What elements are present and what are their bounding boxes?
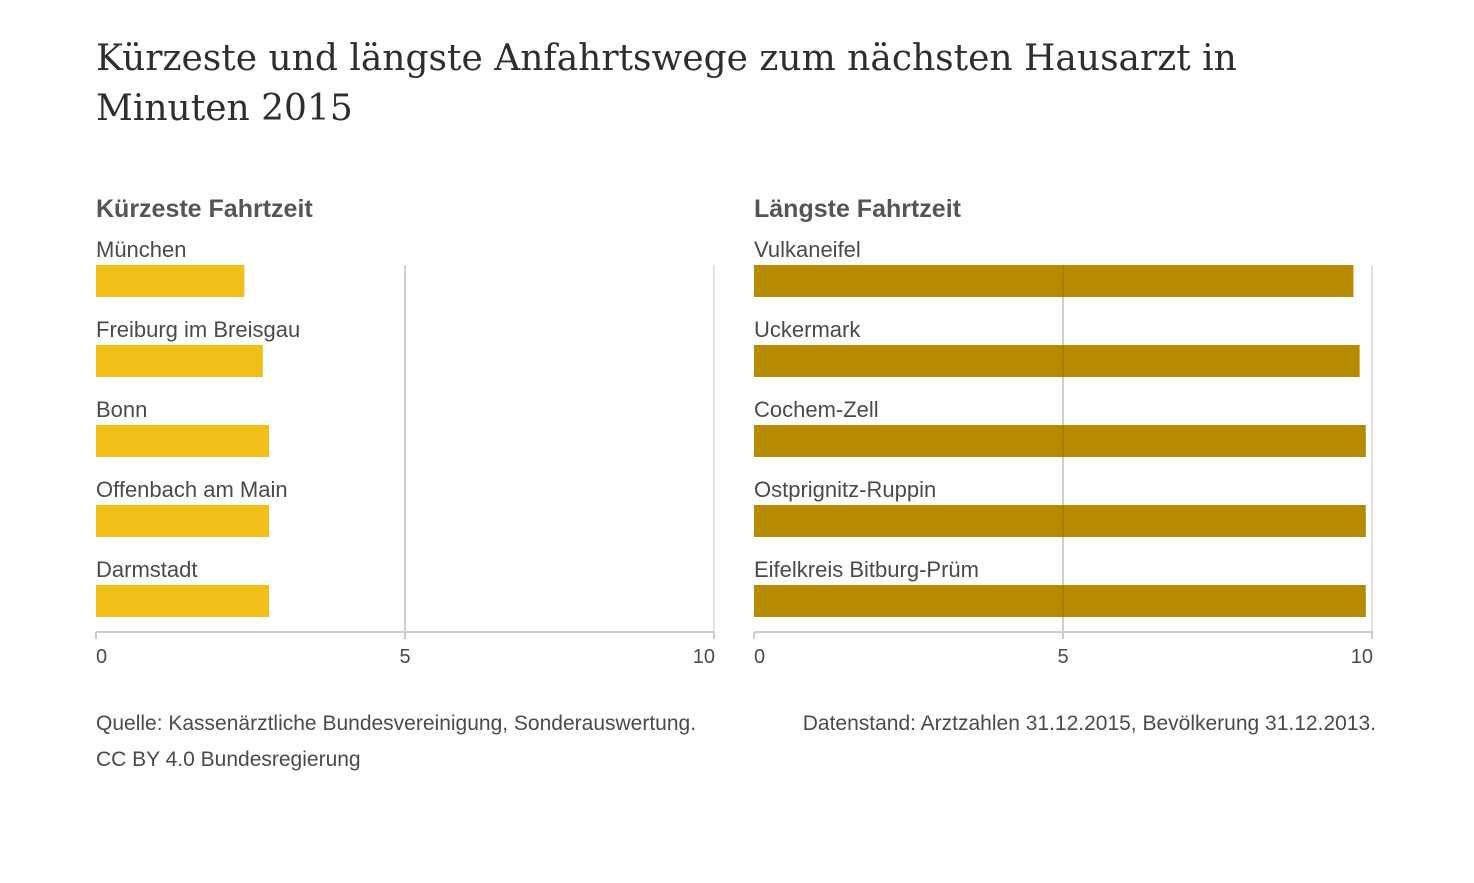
shortest-panel-title: Kürzeste Fahrtzeit [96, 195, 313, 223]
category-label: Ostprignitz-Ruppin [754, 477, 936, 502]
shortest-bar [96, 345, 263, 377]
longest-panel-title: Längste Fahrtzeit [754, 195, 962, 223]
shortest-bar [96, 265, 245, 297]
shortest-tick-label: 5 [399, 646, 410, 668]
longest-bar [754, 585, 1366, 617]
shortest-bar [96, 585, 270, 617]
category-label: Offenbach am Main [96, 477, 288, 502]
shortest-tick-label: 0 [96, 646, 107, 668]
shortest-tick-label: 10 [693, 646, 715, 668]
category-label: Cochem-Zell [754, 397, 879, 422]
category-label: Vulkaneifel [754, 237, 861, 262]
category-label: München [96, 237, 187, 262]
chart-title: Kürzeste und längste Anfahrtswege zum nä… [96, 38, 1237, 129]
category-label: Bonn [96, 397, 147, 422]
category-label: Uckermark [754, 317, 861, 342]
longest-tick-label: 0 [754, 646, 765, 668]
longest-tick-label: 10 [1351, 646, 1373, 668]
category-label: Darmstadt [96, 557, 197, 582]
shortest-bar [96, 505, 270, 537]
data-status-note: Datenstand: Arztzahlen 31.12.2015, Bevöl… [802, 712, 1376, 735]
category-label: Freiburg im Breisgau [96, 317, 300, 342]
longest-bar [754, 505, 1366, 537]
source-note: Quelle: Kassenärztliche Bundesvereinigun… [96, 706, 696, 778]
source-line-1: Quelle: Kassenärztliche Bundesvereinigun… [96, 712, 697, 735]
source-line-2: CC BY 4.0 Bundesregierung [96, 748, 361, 771]
category-label: Eifelkreis Bitburg-Prüm [754, 557, 979, 582]
longest-bar [754, 265, 1354, 297]
longest-bar [754, 425, 1366, 457]
longest-bar [754, 345, 1360, 377]
shortest-bar [96, 425, 270, 457]
longest-tick-label: 5 [1057, 646, 1068, 668]
